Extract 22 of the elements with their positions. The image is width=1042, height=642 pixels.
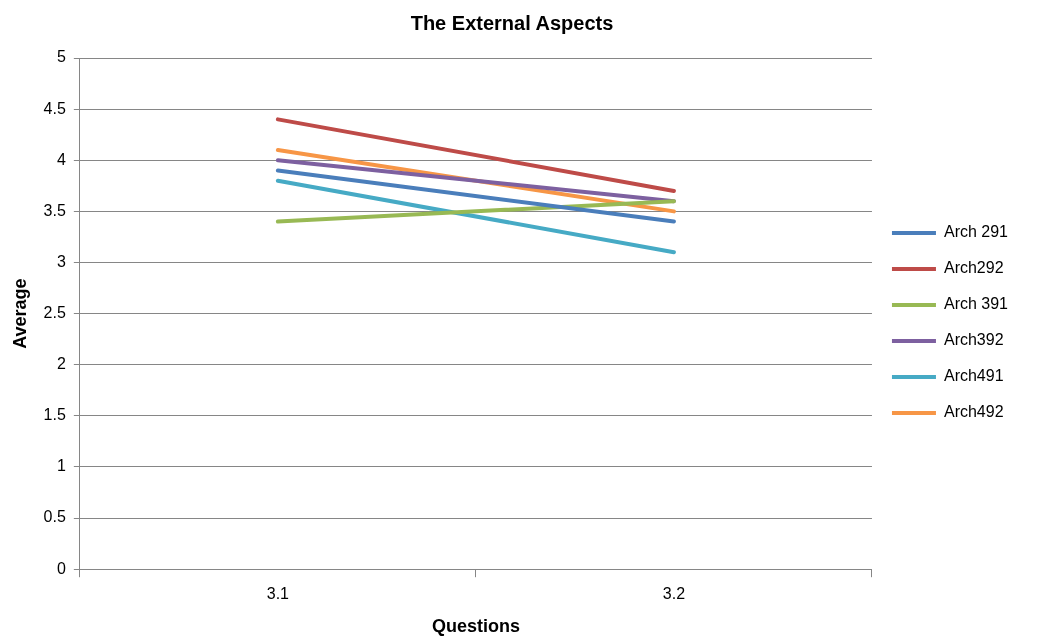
legend-label: Arch292 bbox=[943, 259, 1004, 277]
y-tick-label: 0.5 bbox=[43, 508, 66, 526]
y-axis-title: Average bbox=[9, 278, 30, 349]
chart-title: The External Aspects bbox=[410, 11, 614, 34]
legend-label: Arch491 bbox=[943, 367, 1004, 385]
y-tick-label: 5 bbox=[56, 48, 66, 66]
x-axis-title: Questions bbox=[431, 616, 520, 637]
y-tick-label: 4.5 bbox=[43, 99, 66, 117]
legend-label: Arch492 bbox=[943, 403, 1004, 421]
legend-label: Arch392 bbox=[943, 331, 1004, 349]
y-tick-label: 2 bbox=[56, 355, 66, 373]
y-tick-label: 3 bbox=[56, 252, 66, 270]
legend-label: Arch 291 bbox=[943, 223, 1009, 241]
y-tick-label: 1 bbox=[56, 457, 66, 475]
y-tick-label: 1.5 bbox=[43, 406, 66, 424]
y-tick-label: 0 bbox=[56, 559, 66, 577]
x-tick-label: 3.1 bbox=[266, 585, 290, 603]
x-tick-label: 3.2 bbox=[662, 585, 686, 603]
legend-label: Arch 391 bbox=[943, 295, 1009, 313]
y-tick-label: 4 bbox=[56, 150, 66, 168]
y-tick-label: 3.5 bbox=[43, 201, 66, 219]
y-tick-label: 2.5 bbox=[43, 304, 66, 322]
